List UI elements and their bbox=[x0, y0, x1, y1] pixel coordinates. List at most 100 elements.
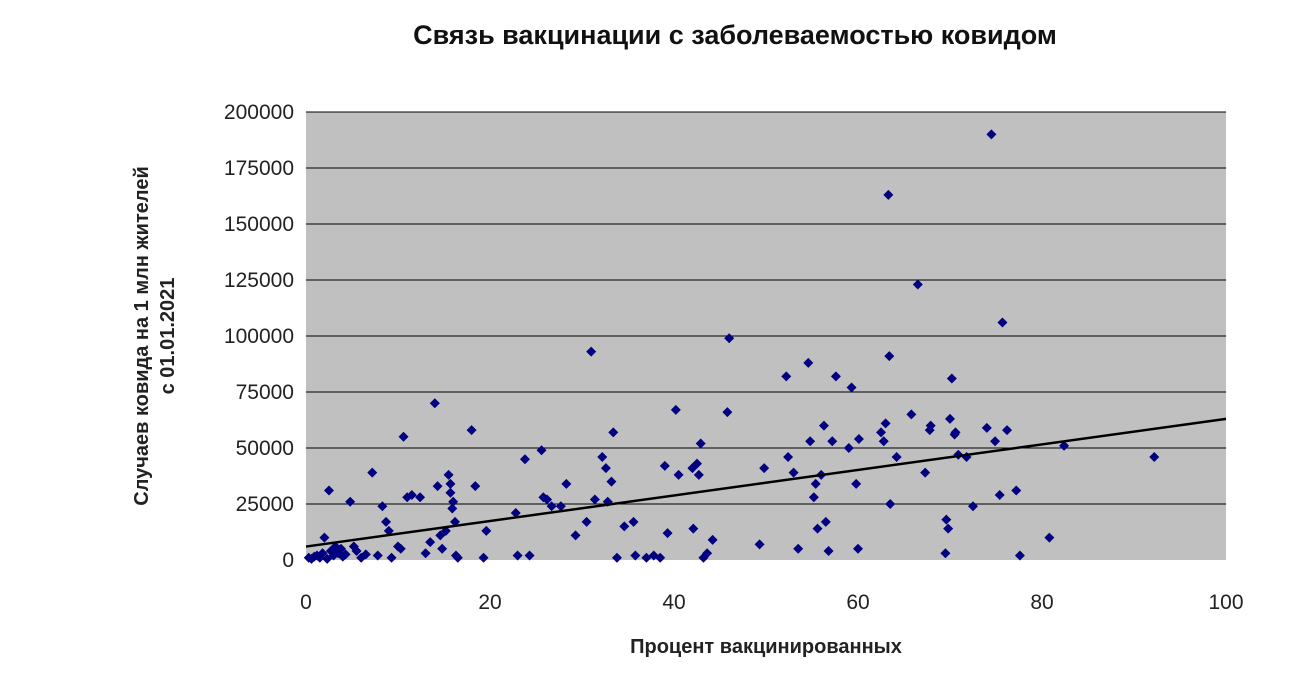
data-point bbox=[619, 521, 630, 532]
data-point bbox=[536, 445, 547, 456]
data-point bbox=[600, 463, 611, 474]
data-point bbox=[1044, 532, 1055, 543]
data-point bbox=[968, 501, 978, 512]
x-tick-label: 40 bbox=[662, 591, 685, 614]
trendline bbox=[305, 417, 1227, 548]
data-point bbox=[324, 485, 334, 496]
data-point bbox=[925, 420, 936, 431]
data-point bbox=[843, 443, 854, 453]
data-point bbox=[830, 371, 841, 382]
chart-title: Связь вакцинации с заболеваемостью ковид… bbox=[413, 20, 1057, 50]
data-point bbox=[812, 523, 823, 534]
data-point bbox=[381, 516, 392, 527]
data-point bbox=[628, 516, 639, 527]
data-point bbox=[793, 543, 804, 554]
data-point bbox=[345, 496, 356, 507]
data-point bbox=[754, 539, 765, 550]
data-point bbox=[986, 129, 997, 140]
data-point bbox=[878, 436, 889, 447]
data-point bbox=[906, 409, 917, 420]
data-point bbox=[340, 549, 351, 560]
data-point bbox=[570, 530, 581, 541]
data-point bbox=[853, 434, 864, 445]
data-point bbox=[437, 543, 448, 554]
data-point bbox=[1014, 550, 1025, 561]
data-point bbox=[920, 467, 931, 478]
data-point bbox=[827, 436, 838, 447]
data-point bbox=[367, 467, 378, 478]
data-point bbox=[581, 516, 592, 527]
data-point bbox=[880, 418, 891, 429]
data-point bbox=[510, 507, 521, 518]
data-point bbox=[1011, 485, 1022, 496]
y-tick-label: 175000 bbox=[224, 157, 294, 180]
data-point bbox=[542, 494, 553, 505]
data-point bbox=[608, 427, 619, 438]
x-tick-label: 80 bbox=[1030, 591, 1053, 614]
data-point bbox=[945, 413, 955, 424]
y-axis-label-line-1: Случаев ковида на 1 млн жителей bbox=[131, 166, 153, 505]
data-point bbox=[425, 537, 436, 548]
data-point bbox=[788, 467, 799, 478]
data-point bbox=[803, 357, 814, 368]
data-point bbox=[884, 351, 895, 362]
data-point bbox=[891, 451, 902, 462]
data-point bbox=[981, 422, 992, 433]
data-point bbox=[335, 543, 346, 554]
data-point bbox=[946, 373, 957, 384]
data-point bbox=[448, 496, 459, 507]
data-point bbox=[524, 550, 535, 561]
data-point bbox=[1059, 440, 1070, 451]
data-point bbox=[783, 451, 794, 462]
data-point bbox=[692, 458, 702, 469]
x-tick-label: 20 bbox=[478, 591, 501, 614]
data-point bbox=[688, 523, 699, 534]
data-point bbox=[415, 492, 426, 503]
data-point bbox=[818, 420, 829, 431]
data-point bbox=[702, 548, 713, 559]
data-point bbox=[597, 451, 608, 462]
data-point bbox=[885, 499, 896, 509]
data-point bbox=[805, 436, 816, 447]
y-tick-label: 25000 bbox=[236, 493, 294, 516]
data-point bbox=[673, 469, 684, 480]
data-point bbox=[383, 525, 394, 536]
data-point bbox=[406, 490, 417, 501]
data-point bbox=[810, 478, 821, 489]
data-point bbox=[317, 548, 328, 559]
data-point bbox=[481, 525, 492, 536]
data-point bbox=[641, 552, 652, 563]
data-point bbox=[360, 549, 371, 560]
data-point bbox=[876, 427, 886, 438]
data-point bbox=[561, 478, 572, 489]
data-point bbox=[351, 546, 362, 557]
data-point bbox=[820, 516, 831, 527]
data-point bbox=[851, 478, 862, 489]
y-axis-label-line-2: с 01.01.2021 bbox=[157, 278, 179, 395]
data-point bbox=[670, 404, 681, 415]
data-point bbox=[940, 548, 951, 559]
y-tick-label: 125000 bbox=[224, 269, 294, 292]
data-point bbox=[555, 501, 566, 512]
y-tick-label: 0 bbox=[282, 549, 294, 572]
data-point bbox=[781, 371, 792, 382]
data-point bbox=[655, 552, 666, 563]
data-point bbox=[662, 528, 673, 539]
x-axis-label: Процент вакцинированных bbox=[630, 636, 902, 658]
y-tick-label: 75000 bbox=[236, 381, 294, 404]
data-point bbox=[994, 490, 1005, 501]
y-tick-label: 50000 bbox=[236, 437, 294, 460]
data-point bbox=[512, 550, 523, 561]
data-point bbox=[432, 481, 443, 492]
data-point bbox=[941, 514, 952, 525]
data-point bbox=[943, 523, 954, 534]
x-tick-label: 0 bbox=[300, 591, 312, 614]
data-point bbox=[445, 478, 456, 489]
data-point bbox=[707, 534, 718, 545]
data-point bbox=[450, 550, 461, 561]
data-point bbox=[823, 546, 834, 557]
data-point bbox=[693, 469, 704, 480]
data-point bbox=[759, 463, 770, 474]
data-point bbox=[519, 454, 530, 465]
data-point bbox=[377, 501, 388, 512]
